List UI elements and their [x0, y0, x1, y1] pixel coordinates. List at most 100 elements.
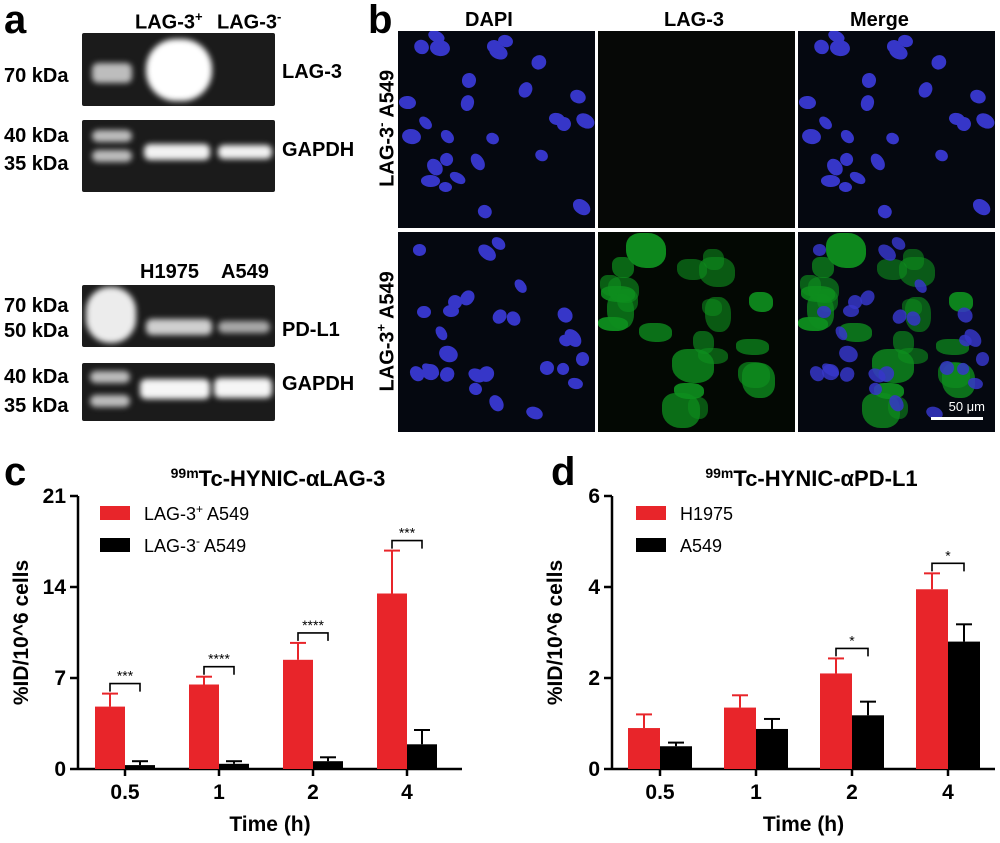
nucleus	[416, 114, 435, 133]
lag3-signal	[674, 383, 704, 400]
x-tick-label: 1	[213, 781, 225, 804]
nucleus	[800, 127, 822, 146]
nucleus	[884, 130, 902, 147]
significance-marker: *	[849, 632, 855, 648]
y-tick-label: 0	[54, 758, 66, 781]
blot3-marker-1: 70 kDa	[4, 295, 69, 317]
x-tick-label: 2	[307, 781, 319, 804]
bar	[219, 763, 249, 769]
y-tick-label: 6	[588, 485, 600, 508]
blot-lag3	[82, 33, 275, 106]
nucleus	[820, 175, 840, 188]
nucleus	[974, 110, 995, 132]
bar	[660, 746, 692, 769]
micrograph-neg-dapi	[398, 31, 595, 228]
nucleus	[436, 363, 458, 385]
nucleus	[554, 304, 577, 326]
lag3-signal	[798, 317, 828, 332]
nucleus	[932, 147, 950, 164]
nucleus	[398, 95, 417, 110]
ladder-band	[86, 287, 136, 343]
nucleus	[975, 350, 991, 368]
ladder-band	[92, 63, 132, 83]
lag3-signal	[705, 296, 731, 332]
blot1-lane-2-label: LAG-3-	[217, 9, 282, 34]
nucleus	[438, 181, 454, 193]
significance-bracket	[109, 682, 141, 692]
y-tick-label: 14	[43, 576, 67, 599]
x-tick-label: 2	[846, 781, 858, 804]
nucleus	[567, 376, 585, 391]
nucleus	[484, 130, 502, 147]
micrograph-neg-lag3	[598, 31, 795, 228]
bar	[948, 641, 980, 769]
lag3-signal	[699, 257, 735, 287]
panel-c-letter: c	[4, 450, 27, 494]
nucleus	[516, 79, 536, 101]
lag3-signal	[617, 289, 638, 313]
lag3-signal	[949, 292, 974, 312]
nucleus	[554, 361, 572, 378]
row2-label: LAG-3+ A549	[373, 271, 399, 392]
blot1-marker: 70 kDa	[4, 65, 69, 87]
blot3-marker-2: 50 kDa	[4, 320, 69, 342]
bar	[852, 715, 884, 769]
bar	[377, 593, 407, 769]
lag3-signal	[839, 323, 873, 343]
legend-swatch	[100, 506, 130, 520]
nucleus	[574, 110, 595, 132]
nucleus	[875, 202, 894, 221]
bar	[407, 744, 437, 769]
nucleus	[416, 305, 431, 319]
nucleus	[433, 324, 450, 342]
legend-swatch	[636, 506, 666, 520]
panel-a-letter: a	[4, 0, 27, 42]
micrograph-neg-merge	[798, 31, 995, 228]
nucleus	[861, 71, 878, 89]
nucleus	[967, 87, 988, 106]
nucleus	[928, 52, 949, 73]
nucleus	[836, 363, 858, 385]
blot4-marker-2: 35 kDa	[4, 395, 69, 417]
nucleus	[837, 343, 861, 366]
legend-swatch	[100, 538, 130, 552]
y-tick-label: 21	[43, 485, 67, 508]
blot4-marker-1: 40 kDa	[4, 366, 69, 388]
nucleus	[511, 276, 530, 296]
lag3-signal	[811, 257, 834, 279]
blot-gapdh-1	[82, 120, 275, 192]
nucleus	[461, 71, 478, 89]
panel-d-letter: d	[551, 450, 576, 494]
x-tick-label: 4	[401, 781, 413, 804]
blot3-lane-1-label: H1975	[140, 261, 199, 283]
nucleus	[503, 308, 524, 329]
nucleus	[528, 52, 549, 73]
x-tick-label: 4	[942, 781, 954, 804]
lag3-positive-band	[146, 39, 212, 101]
bar	[916, 589, 948, 769]
significance-bracket	[931, 562, 965, 572]
nucleus	[532, 147, 550, 164]
lag3-signal	[639, 323, 673, 343]
nucleus	[816, 114, 835, 133]
bar	[189, 684, 219, 769]
panel-b-letter: b	[368, 0, 393, 42]
gapdh-band	[144, 144, 210, 160]
legend-label: LAG-3- A549	[144, 534, 246, 556]
nucleus	[969, 195, 994, 219]
nucleus	[868, 150, 888, 173]
lag3-signal	[749, 292, 774, 312]
nucleus	[486, 392, 507, 415]
bar	[95, 706, 125, 769]
nucleus	[412, 244, 427, 257]
col-header-dapi: DAPI	[465, 9, 513, 31]
significance-bracket	[203, 665, 235, 675]
blot1-lane-1-label: LAG-3+	[135, 9, 203, 34]
nucleus	[524, 404, 545, 422]
x-tick-label: 1	[750, 781, 762, 804]
bar	[283, 659, 313, 769]
bar	[820, 673, 852, 769]
bar	[756, 728, 788, 769]
lag3-signal	[687, 397, 709, 419]
